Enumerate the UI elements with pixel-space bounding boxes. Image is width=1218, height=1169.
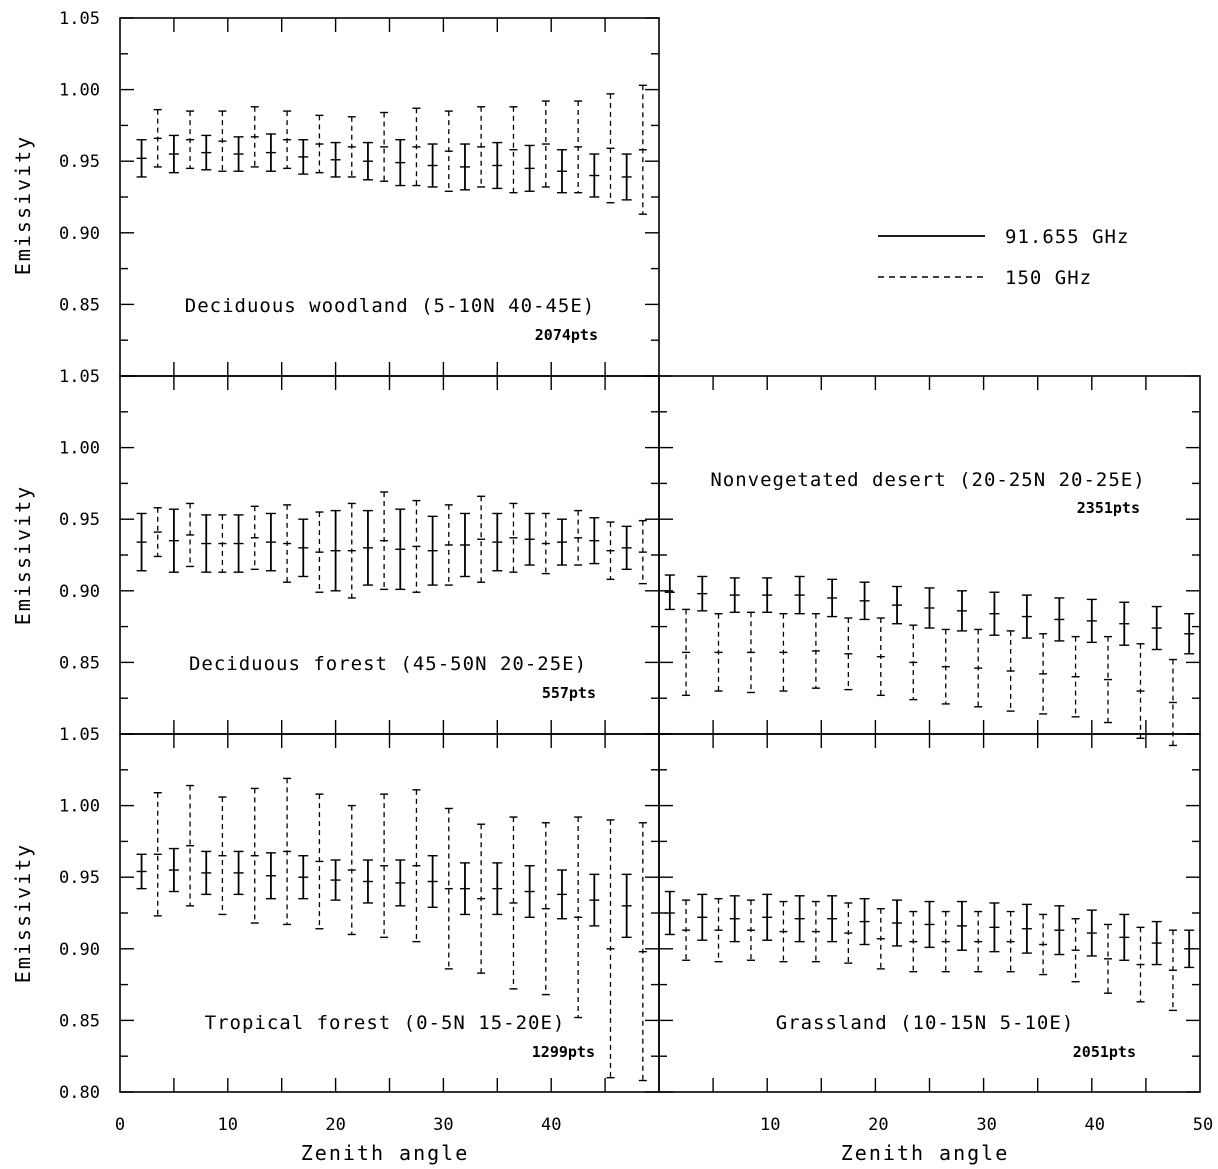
y-tick-label: 0.80 xyxy=(59,1083,100,1103)
y-tick-label: 0.95 xyxy=(59,868,100,888)
x-tick-label: 50 xyxy=(1193,1115,1213,1135)
panel-point-count: 2074pts xyxy=(535,326,598,344)
panel-point-count: 2051pts xyxy=(1073,1043,1136,1061)
y-axis-title: Emissivity xyxy=(11,135,35,275)
x-tick-label: 0 xyxy=(115,1115,125,1135)
panel-region-label: Tropical forest (0-5N 15-20E) xyxy=(205,1012,566,1034)
x-tick-label: 40 xyxy=(1085,1115,1105,1135)
y-axis-title: Emissivity xyxy=(11,485,35,625)
x-axis-title-right: Zenith angle xyxy=(841,1141,1010,1165)
panel-region-label: Deciduous forest (45-50N 20-25E) xyxy=(189,653,587,675)
panel-frame-0 xyxy=(119,17,660,377)
x-tick-label: 20 xyxy=(325,1115,345,1135)
y-tick-label: 1.05 xyxy=(59,9,100,29)
y-tick-label: 0.85 xyxy=(59,295,100,315)
y-tick-label: 1.05 xyxy=(59,725,100,745)
y-tick-label: 0.90 xyxy=(59,224,100,244)
legend-label-150ghz: 150 GHz xyxy=(1005,267,1092,289)
panel-point-count: 1299pts xyxy=(532,1043,595,1061)
chart-text: 1.05 1.00 0.95 0.90 0.85 Emissivity 1.05 1.00 0.… xyxy=(11,9,1213,1165)
legend-label-91ghz: 91.655 GHz xyxy=(1005,226,1129,248)
x-tick-label: 10 xyxy=(218,1115,238,1135)
panel-frame-3 xyxy=(119,733,660,1093)
y-tick-label: 0.90 xyxy=(59,940,100,960)
x-tick-label: 20 xyxy=(868,1115,888,1135)
y-tick-label: 1.00 xyxy=(59,81,100,101)
y-tick-label: 0.85 xyxy=(59,1011,100,1031)
x-tick-label: 10 xyxy=(760,1115,780,1135)
y-tick-label: 1.05 xyxy=(59,367,100,387)
x-tick-label: 30 xyxy=(433,1115,453,1135)
y-tick-label: 0.95 xyxy=(59,152,100,172)
y-tick-label: 0.90 xyxy=(59,582,100,602)
panel-region-label: Deciduous woodland (5-10N 40-45E) xyxy=(185,295,596,317)
panel-point-count: 2351pts xyxy=(1077,499,1140,517)
x-tick-label: 40 xyxy=(541,1115,561,1135)
y-tick-label: 1.00 xyxy=(59,797,100,817)
y-axis-title: Emissivity xyxy=(11,843,35,983)
x-axis-title-left: Zenith angle xyxy=(301,1141,470,1165)
error-bars xyxy=(136,84,1195,1082)
y-tick-label: 0.95 xyxy=(59,510,100,530)
x-tick-label: 30 xyxy=(976,1115,996,1135)
panel-region-label: Grassland (10-15N 5-10E) xyxy=(776,1012,1075,1034)
y-tick-label: 1.00 xyxy=(59,439,100,459)
panel-frame-2 xyxy=(658,375,1201,735)
panel-point-count: 557pts xyxy=(542,684,596,702)
panel-frame-1 xyxy=(119,375,660,735)
panel-region-label: Nonvegetated desert (20-25N 20-25E) xyxy=(710,469,1145,491)
axis-ticks xyxy=(120,17,1200,1093)
y-tick-label: 0.85 xyxy=(59,653,100,673)
